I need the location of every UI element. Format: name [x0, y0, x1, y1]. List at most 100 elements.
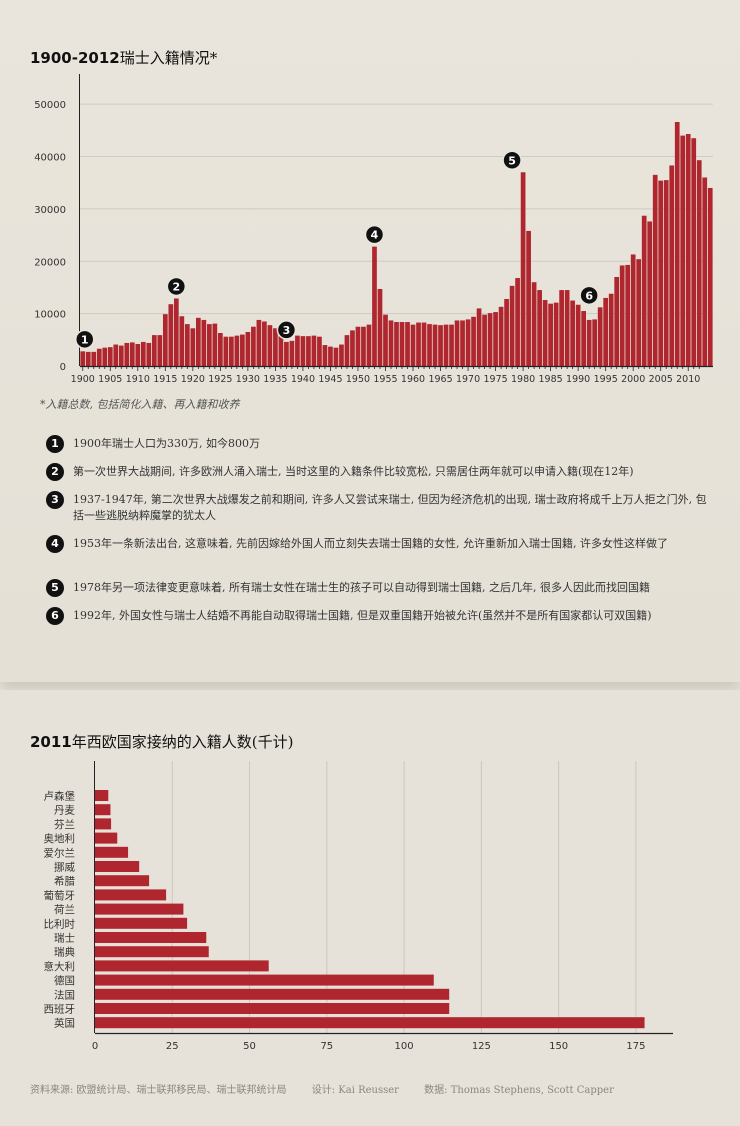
- bar-德国: [95, 974, 434, 986]
- bar-1928: [234, 335, 240, 366]
- bar-1920: [190, 328, 196, 366]
- annotation-text: 第一次世界大战期间, 许多欧洲人涌入瑞士, 当时这里的入籍条件比较宽松, 只需居…: [73, 465, 634, 478]
- bar-1983: [537, 290, 542, 366]
- marker-6: [579, 285, 599, 306]
- bar-1909: [129, 342, 135, 366]
- bar-1924: [212, 323, 218, 366]
- category-label: 瑞士: [54, 932, 75, 945]
- annotation-text: 1992年, 外国女性与瑞士人结婚不再能自动取得瑞士国籍, 但是双重国籍开始被允…: [73, 609, 652, 622]
- annotation-number: 2: [46, 463, 64, 481]
- marker-label-1: 1: [81, 333, 89, 346]
- bar-1980: [520, 172, 526, 366]
- marker-2: [166, 276, 187, 297]
- bar-1936: [278, 335, 284, 366]
- annotation-item: 6 1992年, 外国女性与瑞士人结婚不再能自动取得瑞士国籍, 但是双重国籍开始被…: [46, 607, 716, 625]
- bar-2008: [674, 121, 680, 366]
- top-chart-title-text: 瑞士入籍情况*: [119, 49, 218, 67]
- x-tick-label: 1985: [539, 374, 563, 385]
- x-tick-label: 1915: [153, 374, 177, 385]
- bar-1970: [465, 319, 471, 366]
- x-tick-label: 1970: [456, 374, 480, 385]
- bottom-chart-title: 2011年西欧国家接纳的入籍人数(千计): [30, 731, 293, 752]
- y-tick-label: 20000: [34, 257, 66, 268]
- marker-label-4: 4: [371, 229, 379, 242]
- chart-footnote: *入籍总数, 包括简化入籍、再入籍和收养: [40, 398, 240, 411]
- x-tick-label: 1935: [263, 374, 287, 385]
- marker-3: [276, 320, 297, 340]
- bar-2003: [647, 221, 653, 366]
- x-tick-label: 1980: [511, 374, 535, 385]
- bar-2013: [702, 177, 708, 366]
- marker-label-2: 2: [172, 280, 180, 293]
- annotation-number: 3: [46, 491, 64, 509]
- bar-1910: [135, 344, 141, 366]
- bar-1990: [575, 304, 581, 366]
- x-tick-label: 1945: [318, 374, 342, 385]
- bar-2004: [652, 174, 658, 366]
- bar-1901: [85, 351, 91, 366]
- bar-2006: [663, 180, 669, 366]
- annotation-text: 1937-1947年, 第二次世界大战爆发之前和期间, 许多人又尝试来瑞士, 但…: [73, 493, 707, 522]
- bar-1966: [443, 324, 449, 366]
- bar-1974: [487, 313, 493, 366]
- top-chart-title: 1900-2012瑞士入籍情况*: [30, 47, 217, 68]
- bar-1926: [223, 336, 229, 366]
- bar-1908: [124, 342, 130, 366]
- bar-1989: [570, 300, 575, 366]
- x-tick-label: 1990: [566, 374, 590, 385]
- x-tick-label: 1975: [483, 374, 507, 385]
- bar-1904: [102, 347, 108, 366]
- bar-1934: [267, 325, 273, 366]
- bar-1927: [229, 336, 234, 366]
- bar-1932: [256, 319, 262, 366]
- x-tick-label: 1900: [71, 374, 95, 385]
- bar-丹麦: [95, 804, 111, 816]
- annotation-text: 1953年一条新法出台, 这意味着, 先前因嫁给外国人而立刻失去瑞士国籍的女性,…: [73, 537, 668, 550]
- x-tick-label: 2010: [676, 374, 700, 385]
- bar-芬兰: [95, 818, 112, 830]
- bar-爱尔兰: [95, 846, 129, 858]
- bar-1957: [394, 322, 399, 366]
- x-tick-label: 150: [549, 1041, 568, 1052]
- category-label: 爱尔兰: [44, 846, 76, 859]
- y-tick-label: 30000: [34, 205, 66, 216]
- bar-法国: [95, 988, 450, 1000]
- x-tick-label: 2000: [621, 374, 645, 385]
- annotation-number: 5: [46, 579, 64, 597]
- bar-2009: [680, 135, 686, 366]
- bar-1977: [504, 298, 509, 366]
- footer-data: 数据: Thomas Stephens, Scott Capper: [424, 1085, 614, 1096]
- category-label: 挪威: [54, 861, 75, 874]
- bar-1991: [581, 311, 586, 366]
- bar-1993: [592, 319, 598, 366]
- x-tick-label: 1925: [208, 374, 232, 385]
- bar-比利时: [95, 917, 188, 929]
- bar-1988: [564, 290, 570, 366]
- bar-1987: [559, 290, 564, 366]
- bar-1914: [157, 335, 163, 366]
- bar-1996: [608, 293, 614, 366]
- marker-4: [364, 224, 385, 245]
- bar-2005: [658, 180, 664, 366]
- annotation-text: 1900年瑞士人口为330万, 如今800万: [73, 437, 260, 450]
- bar-1948: [344, 335, 350, 366]
- category-label: 瑞典: [54, 946, 75, 959]
- bar-1931: [251, 326, 256, 366]
- bar-1916: [168, 304, 174, 366]
- x-tick-label: 1920: [181, 374, 205, 385]
- bar-1975: [493, 312, 498, 366]
- bar-2002: [641, 215, 647, 366]
- bar-1992: [586, 319, 592, 366]
- annotation-text: 1978年另一项法律变更意味着, 所有瑞士女性在瑞士生的孩子可以自动得到瑞士国籍…: [73, 581, 650, 594]
- x-tick-label: 1930: [236, 374, 260, 385]
- bar-瑞士: [95, 932, 207, 943]
- bar-1999: [625, 264, 631, 366]
- bar-1984: [542, 300, 548, 366]
- footer-design: 设计: Kai Reusser: [311, 1085, 399, 1096]
- annotation-number: 1: [46, 435, 64, 453]
- bar-1965: [438, 325, 443, 366]
- bar-1962: [421, 322, 427, 366]
- bar-1921: [195, 317, 201, 366]
- bar-1905: [107, 347, 113, 366]
